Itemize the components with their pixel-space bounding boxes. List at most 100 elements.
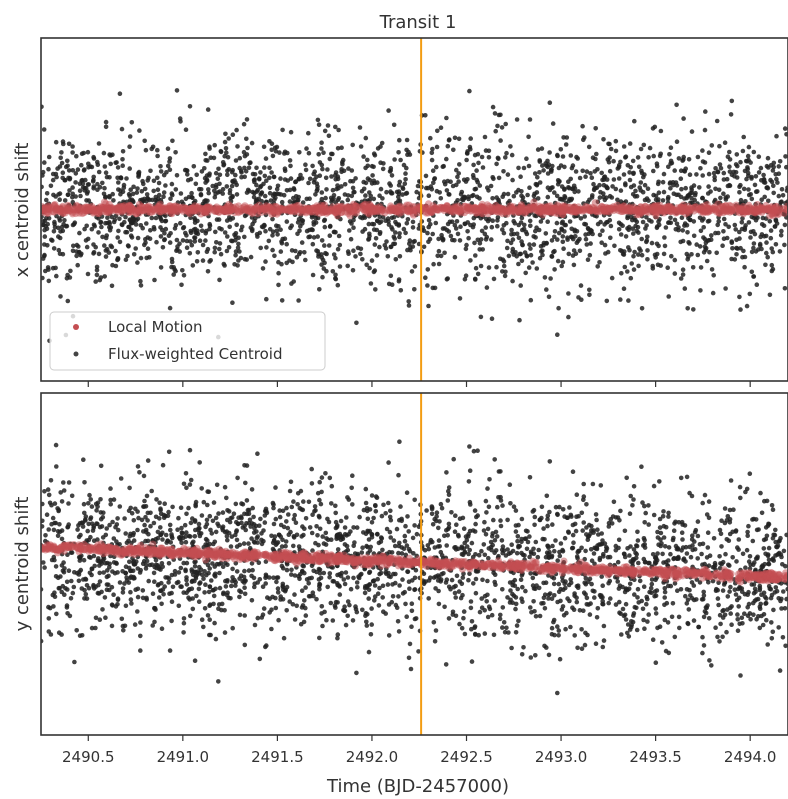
centroid-point xyxy=(61,222,66,227)
centroid-point xyxy=(535,196,541,201)
centroid-point xyxy=(339,184,344,189)
centroid-point xyxy=(476,552,482,558)
centroid-point xyxy=(230,194,235,199)
centroid-point xyxy=(121,182,127,188)
centroid-point xyxy=(729,256,734,262)
centroid-point xyxy=(392,236,398,241)
centroid-point xyxy=(406,149,411,155)
centroid-point xyxy=(195,250,201,255)
centroid-point xyxy=(363,135,369,141)
centroid-point xyxy=(93,625,98,631)
centroid-point xyxy=(249,598,255,603)
centroid-point xyxy=(44,197,49,203)
centroid-point xyxy=(769,246,774,251)
centroid-point xyxy=(544,287,549,292)
centroid-point xyxy=(533,228,538,234)
centroid-point xyxy=(380,166,386,172)
centroid-point xyxy=(393,219,398,225)
centroid-point xyxy=(513,250,518,255)
centroid-point xyxy=(120,586,126,591)
centroid-point xyxy=(190,263,196,268)
centroid-point xyxy=(762,194,767,200)
centroid-point xyxy=(331,252,337,257)
centroid-point xyxy=(73,194,78,199)
centroid-point xyxy=(509,227,514,233)
centroid-point xyxy=(709,267,715,272)
centroid-point xyxy=(473,521,478,527)
x-centroid-plot-area xyxy=(41,38,788,381)
centroid-point xyxy=(204,228,209,234)
local-motion-point xyxy=(289,203,297,211)
local-motion-point xyxy=(429,202,437,210)
centroid-point xyxy=(554,220,560,226)
centroid-point xyxy=(267,190,273,196)
centroid-point xyxy=(465,220,471,225)
centroid-point xyxy=(769,268,775,274)
centroid-point xyxy=(577,236,582,242)
centroid-point xyxy=(123,214,128,220)
centroid-point xyxy=(610,184,615,189)
centroid-point xyxy=(60,251,66,257)
local-motion-point xyxy=(641,203,649,211)
centroid-point xyxy=(61,488,67,493)
centroid-point xyxy=(232,178,237,183)
centroid-point xyxy=(241,121,247,127)
centroid-point xyxy=(561,246,566,251)
centroid-point xyxy=(702,127,708,133)
centroid-point xyxy=(489,237,494,242)
centroid-point xyxy=(708,189,713,194)
centroid-point xyxy=(285,178,291,183)
centroid-point xyxy=(133,246,138,251)
centroid-point xyxy=(631,231,636,236)
x-centroid-ylabel: x centroid shift xyxy=(12,143,33,278)
centroid-point xyxy=(89,226,95,232)
centroid-point xyxy=(371,196,377,202)
centroid-point xyxy=(543,231,549,236)
centroid-point xyxy=(593,156,598,162)
centroid-point xyxy=(719,544,724,549)
centroid-point xyxy=(367,177,373,183)
centroid-point xyxy=(412,238,418,244)
centroid-point xyxy=(668,161,673,166)
centroid-point xyxy=(661,189,667,195)
centroid-point xyxy=(404,190,410,196)
centroid-point xyxy=(246,165,252,170)
centroid-point xyxy=(473,265,479,271)
centroid-point xyxy=(373,287,378,292)
centroid-point xyxy=(143,566,149,571)
centroid-point xyxy=(546,596,551,601)
centroid-point xyxy=(207,171,212,176)
local-motion-point xyxy=(190,204,198,212)
centroid-point xyxy=(205,158,210,163)
centroid-point xyxy=(238,589,244,595)
centroid-point xyxy=(105,215,110,220)
centroid-point xyxy=(365,157,370,163)
centroid-point xyxy=(238,255,244,261)
centroid-point xyxy=(255,451,260,457)
centroid-point xyxy=(396,277,402,282)
local-motion-point xyxy=(138,203,146,211)
local-motion-point xyxy=(261,206,270,214)
centroid-point xyxy=(685,193,691,198)
centroid-point xyxy=(546,552,551,557)
centroid-point xyxy=(452,222,458,228)
centroid-point xyxy=(558,147,564,152)
centroid-point xyxy=(480,165,486,170)
centroid-point xyxy=(523,588,528,594)
centroid-point xyxy=(531,193,537,199)
centroid-point xyxy=(111,219,117,225)
centroid-point xyxy=(574,554,580,559)
centroid-point xyxy=(593,512,599,517)
centroid-point xyxy=(274,186,280,192)
centroid-point xyxy=(142,242,147,248)
centroid-point xyxy=(540,252,545,258)
centroid-point xyxy=(124,176,129,181)
centroid-point xyxy=(95,181,100,187)
centroid-point xyxy=(45,487,51,492)
centroid-point xyxy=(292,592,297,597)
centroid-point xyxy=(327,156,333,162)
centroid-point xyxy=(65,192,71,198)
centroid-point xyxy=(768,235,774,241)
centroid-point xyxy=(653,197,659,203)
centroid-point xyxy=(582,214,587,219)
